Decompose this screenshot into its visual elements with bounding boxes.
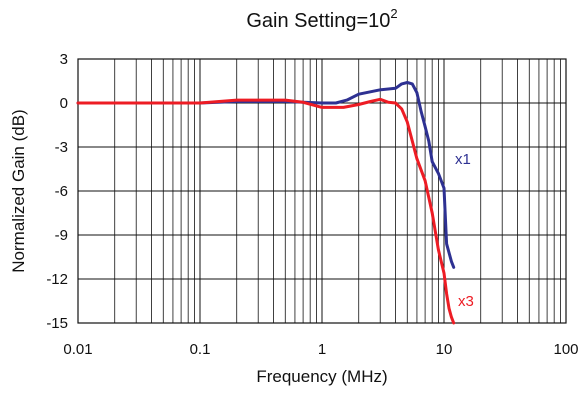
- x-tick-label: 0.01: [63, 341, 92, 358]
- y-tick-label: -15: [46, 315, 68, 332]
- series-layer: [76, 81, 456, 325]
- series-labels: x1 x3: [455, 151, 474, 310]
- chart-title: Gain Setting=102: [246, 6, 397, 32]
- series-label-x1: x1: [455, 151, 471, 168]
- y-tick-label: -12: [46, 271, 68, 288]
- x-tick-label: 1: [318, 341, 326, 358]
- series-label-x3: x3: [458, 293, 474, 310]
- y-tick-label: -6: [55, 183, 68, 200]
- y-tick-label: -9: [55, 227, 68, 244]
- y-axis-label: Normalized Gain (dB): [9, 109, 28, 272]
- y-tick-label: 0: [60, 95, 68, 112]
- x-tick-labels: 0.01 0.1 1 10 100: [63, 341, 578, 358]
- series-line-x3: [76, 97, 456, 325]
- y-tick-label: 3: [60, 51, 68, 68]
- x-tick-label: 10: [436, 341, 453, 358]
- x-tick-label: 0.1: [190, 341, 211, 358]
- x-tick-label: 100: [553, 341, 578, 358]
- grid: [77, 58, 566, 324]
- x-axis-label: Frequency (MHz): [256, 367, 387, 386]
- y-tick-labels: 3 0 -3 -6 -9 -12 -15: [46, 51, 68, 332]
- chart-title-text: Gain Setting=10: [246, 10, 390, 32]
- chart-title-superscript: 2: [390, 6, 397, 21]
- y-tick-label: -3: [55, 139, 68, 156]
- series-line-x1: [76, 81, 456, 269]
- plot-frame: [77, 58, 567, 324]
